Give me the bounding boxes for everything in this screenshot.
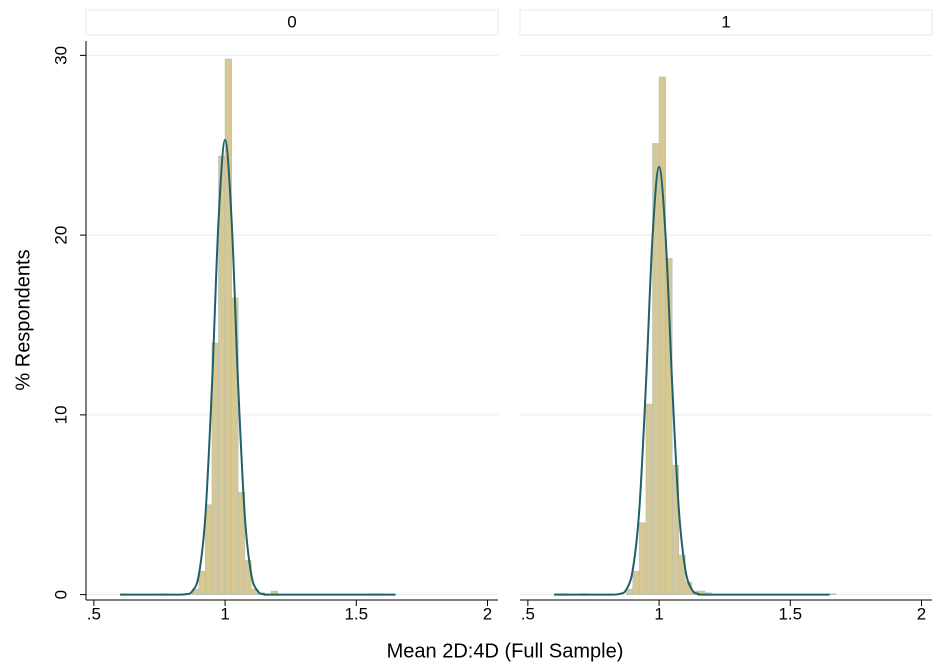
bar [218,155,226,595]
x-tick-label: 1 [220,604,229,623]
x-tick-label: 2 [483,604,492,623]
bar [678,554,686,595]
x-axis-label: Mean 2D:4D (Full Sample) [387,640,624,662]
panel-title: 0 [287,12,296,31]
x-tick-label: .5 [87,604,101,623]
y-tick-label: 10 [51,405,70,424]
panel-title: 1 [721,12,730,31]
bar [639,522,647,595]
bar [645,403,653,595]
bar [829,593,837,595]
x-tick-label: 1.5 [778,604,802,623]
x-tick-label: 2 [917,604,926,623]
bar [658,76,666,595]
y-tick-label: 30 [51,46,70,65]
bar [665,258,673,595]
panel-header [85,9,499,36]
bar [237,491,246,595]
density-curve [120,138,396,596]
y-axis-label: % Respondents [12,249,34,390]
y-tick-label: 0 [51,590,70,599]
x-tick-label: .5 [521,604,535,623]
bar [224,58,232,595]
bar [205,504,213,595]
bar [625,588,634,595]
x-tick-label: 1.5 [344,604,368,623]
density-curve [554,165,830,596]
x-tick-label: 1 [654,604,663,623]
panel-header [519,9,933,36]
y-tick-label: 20 [51,226,70,245]
bar [632,570,640,595]
